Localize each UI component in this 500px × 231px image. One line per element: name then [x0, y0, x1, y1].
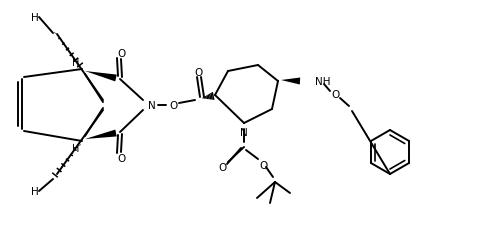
Text: O: O	[169, 100, 177, 110]
Text: O: O	[194, 68, 202, 78]
Text: NH: NH	[315, 77, 330, 87]
Text: O: O	[259, 160, 267, 170]
Text: O: O	[117, 49, 125, 59]
Text: H: H	[31, 13, 39, 23]
Text: N: N	[240, 128, 248, 137]
Text: O: O	[117, 153, 125, 163]
Text: H: H	[31, 186, 39, 196]
Text: O: O	[218, 162, 226, 172]
Polygon shape	[281, 78, 300, 85]
Text: N: N	[148, 100, 156, 110]
Text: H: H	[72, 143, 80, 153]
Text: O: O	[332, 90, 340, 100]
Text: H: H	[72, 58, 80, 68]
Polygon shape	[85, 130, 116, 139]
Polygon shape	[85, 72, 117, 82]
